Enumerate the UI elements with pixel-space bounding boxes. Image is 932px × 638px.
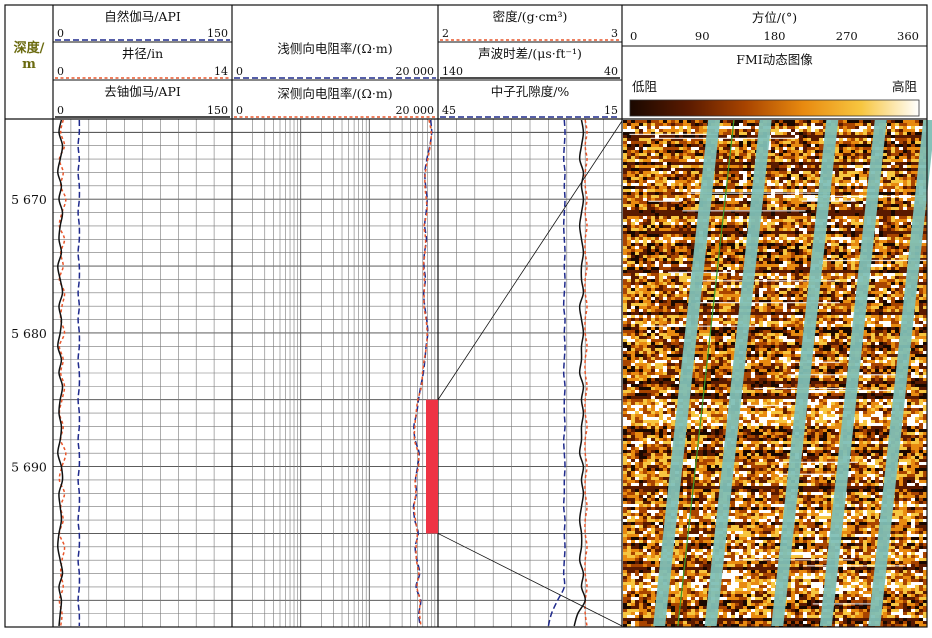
track3-scale-max: 3 [611, 27, 618, 40]
track2-curve-name: 深侧向电阻率/(Ω·m) [277, 86, 392, 101]
track3-scale-max: 40 [604, 65, 618, 78]
track1-scale-max: 150 [207, 27, 228, 40]
azimuth-tick-label: 360 [897, 29, 919, 43]
track-grids [53, 119, 622, 627]
depth-tick-label: 5 690 [11, 460, 47, 475]
depth-tick-label: 5 680 [11, 326, 47, 341]
track3-scale-min: 140 [442, 65, 463, 78]
track2-scale-min: 0 [236, 65, 243, 78]
track3-curve-name: 中子孔隙度/% [491, 84, 570, 99]
track1-scale-min: 0 [57, 65, 64, 78]
fmi-colorbar [630, 100, 919, 116]
highlight-interval-marker [426, 400, 438, 534]
depth-tick-label: 5 670 [11, 192, 47, 207]
depth-axis-label: 深度/ [14, 40, 45, 56]
track3-scale-max: 15 [604, 104, 618, 117]
track1-curve-name: 自然伽马/API [104, 9, 181, 24]
fmi-image [623, 120, 932, 627]
track2-curve-name: 浅侧向电阻率/(Ω·m) [277, 41, 392, 56]
azimuth-tick-label: 270 [836, 29, 858, 43]
colorbar-high-label: 高阻 [892, 79, 918, 94]
colorbar-low-label: 低阻 [632, 79, 658, 94]
azimuth-tick-label: 180 [764, 29, 786, 43]
track1-scale-min: 0 [57, 27, 64, 40]
track1-scale-max: 150 [207, 104, 228, 117]
track2-grid [232, 132, 438, 627]
track1-curve-name: 井径/in [122, 46, 163, 61]
track2-scale-max: 20 000 [396, 104, 435, 117]
track1-scale-max: 14 [214, 65, 228, 78]
azimuth-label: 方位/(°) [752, 10, 797, 25]
track3-scale-min: 45 [442, 104, 456, 117]
track3-curve-name: 声波时差/(μs·ft⁻¹) [478, 46, 582, 61]
track1-curve-name: 去铀伽马/API [104, 84, 181, 99]
azimuth-tick-label: 90 [695, 29, 710, 43]
track2-scale-min: 0 [236, 104, 243, 117]
track3-curve-name: 密度/(g·cm³) [493, 9, 568, 24]
track2-scale-max: 20 000 [396, 65, 435, 78]
track3-scale-min: 2 [442, 27, 449, 40]
fmi-image-label: FMI动态图像 [736, 52, 813, 67]
depth-axis-unit: m [22, 57, 36, 72]
track1-scale-min: 0 [57, 104, 64, 117]
azimuth-tick-label: 0 [630, 29, 637, 43]
